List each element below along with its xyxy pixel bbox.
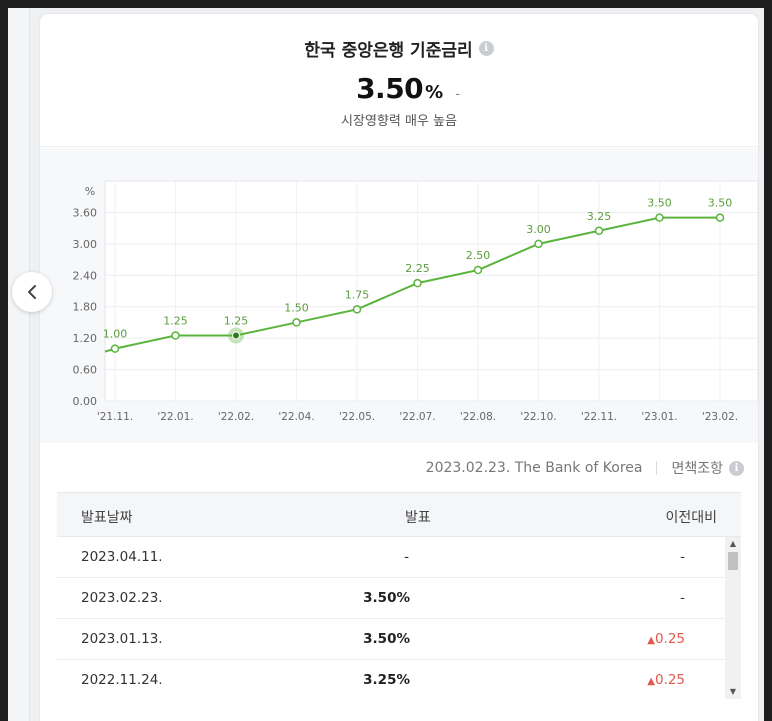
x-tick-label: '22.04. xyxy=(278,411,314,423)
row-value: 3.50% xyxy=(363,590,410,606)
disclaimer-info-icon[interactable]: i xyxy=(729,460,744,476)
y-tick-label: 3.00 xyxy=(73,238,98,251)
table-scrollbar[interactable]: ▲ ▼ xyxy=(725,537,741,699)
data-point xyxy=(534,239,543,249)
x-tick-label: '22.01. xyxy=(157,411,193,423)
up-triangle-icon: ▲ xyxy=(647,676,655,687)
plot-background xyxy=(104,180,758,402)
x-tick-label: '23.02. xyxy=(702,411,738,423)
x-tick-label: '22.02. xyxy=(218,411,254,423)
y-tick-label: 2.40 xyxy=(73,269,98,282)
disclaimer-link[interactable]: 면책조항 i xyxy=(671,458,744,478)
row-change-up: ▲0.25 xyxy=(647,631,685,647)
row-change: - xyxy=(680,590,685,606)
data-point xyxy=(413,278,422,288)
announcement-table: 발표날짜 발표 이전대비 2023.04.11. - - 2023.02.23.… xyxy=(57,492,741,721)
x-tick-label: '22.10. xyxy=(520,411,556,423)
card-title: 한국 중앙은행 기준금리 i xyxy=(40,36,758,61)
table-header: 발표날짜 발표 이전대비 xyxy=(57,492,741,537)
prev-button[interactable] xyxy=(12,272,52,312)
header-date: 발표날짜 xyxy=(81,510,133,526)
y-tick-label: 1.80 xyxy=(73,301,98,314)
header-change: 이전대비 xyxy=(665,510,717,526)
scroll-up-arrow-icon[interactable]: ▲ xyxy=(729,539,737,548)
y-tick-label: 3.60 xyxy=(73,206,98,219)
data-label: 1.50 xyxy=(284,301,309,314)
data-label: 3.50 xyxy=(708,197,733,210)
x-tick-label: '22.07. xyxy=(399,411,435,423)
data-label: 2.25 xyxy=(405,262,430,275)
rate-change: - xyxy=(455,87,460,102)
source-text: 2023.02.23. The Bank of Korea xyxy=(425,460,643,476)
y-axis-unit: % xyxy=(85,185,95,198)
row-value: 3.50% xyxy=(363,631,410,647)
y-tick-label: 0.60 xyxy=(73,364,98,377)
left-panel-strip xyxy=(8,8,30,721)
data-label: 1.25 xyxy=(163,315,188,328)
card-title-text: 한국 중앙은행 기준금리 xyxy=(304,41,473,61)
data-label: 1.75 xyxy=(345,288,370,301)
rate-line-chart: % 0.00 0.60 1.20 1.80 2.40 3.00 3.60 '21.11. '22.… xyxy=(73,180,758,423)
data-point xyxy=(292,318,301,327)
x-tick-label: '21.11. xyxy=(97,411,133,423)
row-value: - xyxy=(404,549,409,565)
y-tick-label: 1.20 xyxy=(73,332,98,345)
market-impact-label: 시장영향력 매우 높음 xyxy=(341,114,457,129)
data-point xyxy=(171,331,180,340)
table-row: 2023.04.11. - - xyxy=(57,537,725,578)
data-label: 3.25 xyxy=(587,210,612,223)
header-value: 발표 xyxy=(405,510,431,526)
table-row: 2023.01.13. 3.50% ▲0.25 xyxy=(57,619,725,660)
table-row: 2022.11.24. 3.25% ▲0.25 xyxy=(57,660,725,699)
card-header: 한국 중앙은행 기준금리 i 3.50 % - 시장영향력 매우 높음 xyxy=(40,14,758,147)
data-point xyxy=(110,344,120,353)
source-divider xyxy=(656,461,658,475)
scroll-down-arrow-icon[interactable]: ▼ xyxy=(729,687,737,696)
data-point xyxy=(594,226,604,236)
row-change: - xyxy=(680,549,685,565)
row-date: 2022.11.24. xyxy=(81,672,163,688)
y-tick-label: 0.00 xyxy=(73,395,98,408)
data-point xyxy=(473,265,483,275)
x-tick-label: '22.08. xyxy=(460,411,496,423)
disclaimer-label: 면책조항 xyxy=(671,461,723,477)
data-label: 3.50 xyxy=(647,197,672,210)
interest-rate-card: 한국 중앙은행 기준금리 i 3.50 % - 시장영향력 매우 높음 % 0.0… xyxy=(40,14,758,721)
x-tick-label: '22.05. xyxy=(339,411,375,423)
data-label: 1.00 xyxy=(103,328,128,341)
row-change-value: 0.25 xyxy=(654,631,685,647)
row-date: 2023.04.11. xyxy=(81,549,163,565)
info-icon[interactable]: i xyxy=(478,41,494,56)
row-date: 2023.02.23. xyxy=(81,590,163,606)
data-label: 3.00 xyxy=(526,223,551,236)
scroll-thumb[interactable] xyxy=(728,552,738,570)
chevron-left-icon xyxy=(28,285,36,299)
current-rate: 3.50 % - xyxy=(40,72,758,105)
row-change-value: 0.25 xyxy=(654,672,685,688)
up-triangle-icon: ▲ xyxy=(647,635,655,646)
rate-chart: % 0.00 0.60 1.20 1.80 2.40 3.00 3.60 '21.11. '22.… xyxy=(40,148,758,443)
row-date: 2023.01.13. xyxy=(81,631,163,647)
rate-value: 3.50 xyxy=(356,72,424,105)
data-point xyxy=(715,213,725,222)
data-point xyxy=(655,213,664,222)
data-label: 2.50 xyxy=(466,249,491,262)
highlight-marker xyxy=(232,331,240,340)
series-line xyxy=(104,216,720,353)
row-change-up: ▲0.25 xyxy=(647,672,685,688)
data-point xyxy=(352,305,362,314)
x-tick-label: '22.11. xyxy=(581,411,617,423)
source-row: 2023.02.23. The Bank of Korea 면책조항 i xyxy=(40,443,758,493)
data-label: 1.25 xyxy=(224,315,249,328)
table-row: 2023.02.23. 3.50% - xyxy=(57,578,725,619)
x-tick-label: '23.01. xyxy=(641,411,677,423)
rate-unit: % xyxy=(425,82,444,103)
table-body[interactable]: 2023.04.11. - - 2023.02.23. 3.50% - 2023… xyxy=(57,537,741,699)
row-value: 3.25% xyxy=(363,672,410,688)
